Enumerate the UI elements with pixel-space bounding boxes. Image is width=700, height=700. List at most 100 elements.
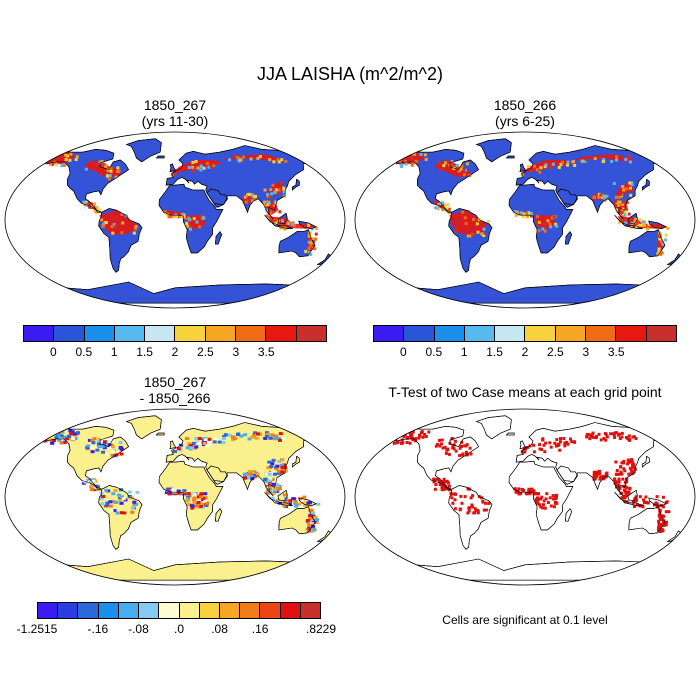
difference-speckle <box>281 437 286 441</box>
lai-speckle <box>104 221 108 224</box>
lai-speckle <box>84 200 88 204</box>
significant-cell <box>658 524 662 528</box>
colorbar-swatch <box>300 603 321 618</box>
significant-cell <box>408 431 412 435</box>
difference-speckle <box>192 498 197 502</box>
lai-speckle <box>482 234 486 237</box>
difference-speckle <box>273 487 278 491</box>
lai-speckle <box>615 158 619 162</box>
significant-cell <box>444 451 448 455</box>
difference-speckle <box>270 433 275 437</box>
significant-cell <box>658 509 662 513</box>
lai-speckle <box>270 192 274 196</box>
lai-speckle <box>619 193 623 197</box>
lai-speckle <box>277 160 281 164</box>
coastline-samerica <box>98 485 143 550</box>
colorbar-swatch <box>404 326 435 341</box>
lai-speckle <box>534 220 538 224</box>
lai-speckle <box>557 166 561 169</box>
coastline-iceland <box>155 432 165 436</box>
lai-speckle <box>235 156 239 160</box>
lai-speckle <box>268 211 272 215</box>
significant-cell <box>551 494 555 498</box>
significant-cell <box>592 435 596 439</box>
colorbar-swatch <box>266 326 297 341</box>
lai-speckle <box>625 187 628 191</box>
lai-speckle <box>573 163 577 167</box>
lai-speckle <box>280 158 284 162</box>
colorbar-swatch <box>199 603 220 618</box>
significant-cell <box>517 492 521 496</box>
difference-speckle <box>89 445 94 449</box>
significant-cell <box>441 487 445 491</box>
lai-speckle <box>535 215 539 219</box>
lai-speckle <box>117 169 121 173</box>
significant-cell <box>634 437 638 440</box>
difference-speckle <box>283 469 288 473</box>
lai-speckle <box>537 229 541 233</box>
difference-speckle <box>308 508 313 512</box>
significant-cell <box>528 492 532 496</box>
lai-speckle <box>526 165 530 169</box>
colorbar-tick-label: .0 <box>173 622 185 636</box>
significant-cell <box>442 477 446 481</box>
difference-speckle <box>227 433 232 437</box>
difference-speckle <box>108 504 113 508</box>
significant-cell <box>469 452 473 456</box>
significant-cell <box>418 434 422 438</box>
difference-speckle <box>292 497 297 501</box>
lai-speckle <box>49 163 52 166</box>
lai-speckle <box>628 186 632 190</box>
difference-speckle <box>111 492 116 496</box>
significant-cell <box>614 481 617 485</box>
difference-speckle <box>302 495 307 499</box>
coastline-greenland <box>125 415 162 440</box>
lai-speckle <box>546 219 550 223</box>
significant-cell <box>423 433 427 436</box>
significant-cell <box>527 487 531 491</box>
difference-speckle <box>276 503 281 507</box>
significant-cell <box>615 469 619 472</box>
difference-speckle <box>247 472 252 476</box>
coastline-namerica <box>45 148 129 213</box>
difference-speckle <box>276 471 281 475</box>
lai-speckle <box>212 164 216 168</box>
lai-speckle <box>194 160 198 163</box>
lai-speckle <box>621 192 624 196</box>
significant-cell <box>619 465 623 469</box>
coastline-australia <box>628 229 666 258</box>
lai-speckle <box>268 158 272 162</box>
panel3-title-line2: - 1850_266 <box>139 390 211 406</box>
lai-speckle <box>657 250 661 254</box>
coastline-uk <box>519 163 527 172</box>
significant-cell <box>644 495 648 499</box>
lai-speckle <box>437 202 441 206</box>
significant-cell <box>398 433 402 437</box>
difference-speckle <box>280 468 285 471</box>
colorbar-swatch <box>145 326 176 341</box>
difference-speckle <box>280 470 285 474</box>
significant-cell <box>453 498 457 502</box>
difference-speckle <box>70 430 75 434</box>
significant-cell <box>558 448 562 452</box>
lai-speckle <box>410 156 414 160</box>
colorbar-field-2-labels: 0 0.5 1 1.5 2 2.5 3 3.5 <box>373 345 677 361</box>
lai-speckle <box>244 195 247 199</box>
lai-speckle <box>454 229 457 233</box>
significant-cell <box>538 503 542 507</box>
colorbar-swatch <box>280 603 301 618</box>
lai-speckle <box>566 160 570 164</box>
significant-cell <box>627 437 631 441</box>
lai-speckle <box>605 194 609 198</box>
colorbar-tick-label: 0 <box>400 345 407 359</box>
difference-speckle <box>42 439 47 443</box>
lai-speckle <box>617 195 621 199</box>
difference-speckle <box>186 502 191 506</box>
significant-cell <box>565 440 569 444</box>
significant-cell <box>414 437 418 441</box>
difference-speckle <box>278 432 283 436</box>
lai-speckle <box>528 211 532 215</box>
significant-cell <box>626 490 630 494</box>
lai-speckle <box>111 231 115 235</box>
lai-speckle <box>623 216 627 220</box>
